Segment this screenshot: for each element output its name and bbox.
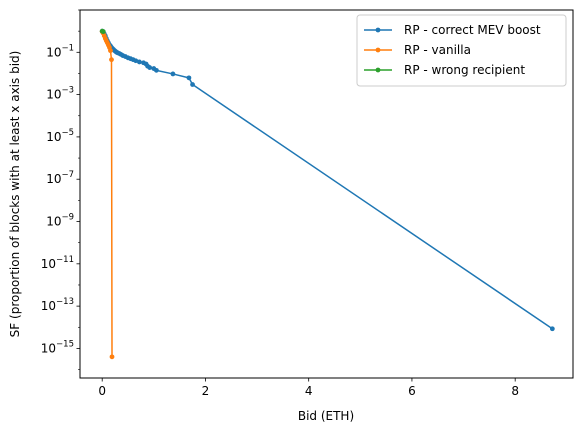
data-point xyxy=(147,65,153,70)
legend-item: RP - correct MEV boost xyxy=(364,23,541,37)
ticks-layer: 0 2 4 6 8 10−1 10−3 10−5 10−7 10−9 10−11 10−13 10−15 xyxy=(41,9,519,398)
data-point xyxy=(170,71,176,77)
series-layer xyxy=(99,28,555,360)
x-axis-label: Bid (ETH) xyxy=(298,409,354,423)
x-tick-label: 8 xyxy=(511,384,519,398)
legend-items: RP - correct MEV boost RP - vanilla RP - w… xyxy=(364,23,541,77)
legend-swatch-marker xyxy=(375,67,381,73)
data-point xyxy=(154,67,159,73)
data-point xyxy=(100,29,106,35)
data-point xyxy=(186,75,192,81)
legend-box xyxy=(356,14,567,87)
legend-label: RP - wrong recipient xyxy=(404,63,525,77)
x-tick-label: 6 xyxy=(408,384,416,398)
y-tick-label: 10−11 xyxy=(41,255,74,271)
plot-frame xyxy=(79,9,574,379)
legend-swatch-marker xyxy=(375,47,381,53)
data-point xyxy=(549,326,555,332)
legend: RP - correct MEV boost RP - vanilla RP - w… xyxy=(356,14,567,87)
series-rp-wrong-recipient xyxy=(99,28,106,35)
y-tick-label: 10−3 xyxy=(46,86,74,102)
legend-item: RP - wrong recipient xyxy=(364,63,525,77)
legend-label: RP - correct MEV boost xyxy=(404,23,541,37)
y-tick-label: 10−9 xyxy=(46,213,74,229)
y-tick-label: 10−15 xyxy=(41,339,74,355)
y-tick-label: 10−5 xyxy=(46,128,74,144)
x-tick-label: 4 xyxy=(305,384,313,398)
x-tick-label: 2 xyxy=(202,384,210,398)
data-point xyxy=(109,57,114,63)
legend-swatch-marker xyxy=(375,27,381,33)
data-point xyxy=(136,59,142,65)
legend-label: RP - vanilla xyxy=(404,43,471,57)
data-point xyxy=(190,82,195,87)
data-point xyxy=(133,58,139,64)
y-tick-label: 10−1 xyxy=(46,43,74,59)
y-axis-label: SF (proportion of blocks with at least x… xyxy=(8,51,22,338)
x-tick-label: 0 xyxy=(98,384,106,398)
y-tick-label: 10−7 xyxy=(46,170,74,186)
data-point xyxy=(108,48,113,54)
data-point xyxy=(109,354,115,360)
legend-item: RP - vanilla xyxy=(364,43,471,57)
y-tick-label: 10−13 xyxy=(41,297,74,313)
